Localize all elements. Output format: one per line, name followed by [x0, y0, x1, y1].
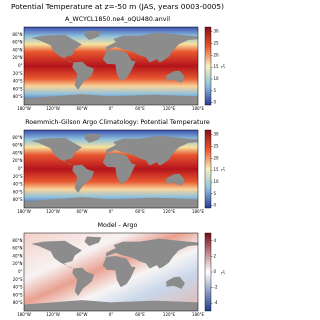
figure: Potential Temperature at z=-50 m (JAS, y… [11, 2, 225, 317]
lon-tick-label: 60°E [135, 106, 145, 111]
lat-tick-label: 60°N [12, 246, 22, 251]
lon-tick-label: 180°E [192, 209, 205, 214]
colorbar-tick-label: 0 [214, 100, 217, 105]
lat-tick-label: 40°N [12, 253, 22, 258]
lon-tick-label: 120°E [163, 209, 176, 214]
lon-tick-label: 120°W [46, 106, 60, 111]
lon-tick-label: 60°W [76, 209, 87, 214]
lon-tick-label: 60°E [135, 312, 145, 317]
colorbar-tick-label: 5 [214, 88, 217, 93]
colorbar-tick-label: 15 [214, 64, 220, 69]
lat-tick-label: 80°N [12, 135, 22, 140]
lat-tick-label: 20°N [12, 158, 22, 163]
colorbar-tick-label: -4 [214, 300, 218, 305]
colorbar-tick-label: 4 [214, 238, 217, 243]
lat-tick-label: 40°S [13, 182, 23, 187]
lat-tick-label: 60°S [13, 292, 23, 297]
lat-tick-label: 20°N [12, 261, 22, 266]
colorbar-tick-label: 30 [214, 132, 220, 137]
colorbar-tick-label: 15 [214, 167, 220, 172]
lat-tick-label: 0° [18, 166, 23, 171]
lat-tick-label: 40°N [12, 150, 22, 155]
lat-tick-label: 60°S [13, 189, 23, 194]
colorbar-tick-label: 2 [214, 253, 217, 258]
colorbar-tick-label: 25 [214, 41, 220, 46]
lat-tick-label: 20°N [12, 55, 22, 60]
colorbar-tick-label: 0 [214, 203, 217, 208]
colorbar-label: °C [220, 270, 225, 275]
colorbar-label: °C [220, 167, 225, 172]
lat-tick-label: 80°N [12, 32, 22, 37]
lon-tick-label: 120°E [163, 106, 176, 111]
lat-tick-label: 40°S [13, 285, 23, 290]
lat-tick-label: 60°S [13, 86, 23, 91]
lon-tick-label: 0° [109, 209, 114, 214]
lat-tick-label: 40°N [12, 47, 22, 52]
lat-tick-label: 80°S [13, 94, 23, 99]
panel-title: Model - Argo [98, 222, 138, 229]
lon-tick-label: 60°W [76, 106, 87, 111]
panel-title: A_WCYCL1850.ne4_oQU480.anvil [65, 16, 170, 23]
lon-tick-label: 60°W [76, 312, 87, 317]
lon-tick-label: 180°W [17, 209, 31, 214]
colorbar-tick-label: 10 [214, 179, 220, 184]
lon-tick-label: 60°E [135, 209, 145, 214]
colorbar [204, 129, 212, 209]
colorbar-label: °C [220, 64, 225, 69]
colorbar-tick-label: -2 [214, 285, 218, 290]
lat-tick-label: 60°N [12, 143, 22, 148]
lon-tick-label: 0° [109, 106, 114, 111]
lon-tick-label: 180°E [192, 106, 205, 111]
panel-title: Roemmich-Gilson Argo Climatology: Potent… [25, 119, 210, 126]
map-frame [23, 232, 199, 312]
colorbar-tick-label: 0 [214, 269, 217, 274]
colorbar [204, 26, 212, 106]
lon-tick-label: 0° [109, 312, 114, 317]
colorbar-tick-label: 10 [214, 76, 220, 81]
lat-tick-label: 20°S [13, 71, 23, 76]
lat-tick-label: 40°S [13, 79, 23, 84]
colorbar-tick-label: 5 [214, 191, 217, 196]
lat-tick-label: 0° [18, 63, 23, 68]
lon-tick-label: 120°W [46, 209, 60, 214]
lat-tick-label: 20°S [13, 174, 23, 179]
lat-tick-label: 20°S [13, 277, 23, 282]
lat-tick-label: 80°N [12, 238, 22, 243]
lat-tick-label: 60°N [12, 40, 22, 45]
lat-tick-label: 80°S [13, 197, 23, 202]
figure-title: Potential Temperature at z=-50 m (JAS, y… [11, 2, 224, 11]
lat-tick-label: 80°S [13, 300, 23, 305]
colorbar-tick-label: 20 [214, 52, 220, 57]
map-frame [23, 26, 199, 106]
colorbar-tick-label: 20 [214, 155, 220, 160]
lon-tick-label: 180°W [17, 106, 31, 111]
lon-tick-label: 180°W [17, 312, 31, 317]
colorbar [204, 232, 212, 312]
colorbar-tick-label: 30 [214, 29, 220, 34]
lon-tick-label: 120°W [46, 312, 60, 317]
lon-tick-label: 180°E [192, 312, 205, 317]
colorbar-tick-label: 25 [214, 144, 220, 149]
lat-tick-label: 0° [18, 269, 23, 274]
map-frame [23, 129, 199, 209]
lon-tick-label: 120°E [163, 312, 176, 317]
